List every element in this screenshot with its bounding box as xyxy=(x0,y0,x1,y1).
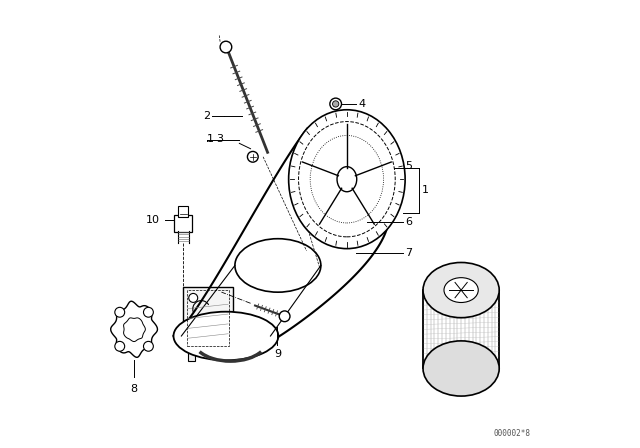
Ellipse shape xyxy=(423,341,499,396)
Circle shape xyxy=(220,41,232,53)
Polygon shape xyxy=(188,349,195,361)
Circle shape xyxy=(115,341,125,351)
Ellipse shape xyxy=(289,110,405,249)
Circle shape xyxy=(189,293,198,302)
Polygon shape xyxy=(124,318,145,341)
Polygon shape xyxy=(111,301,157,358)
Ellipse shape xyxy=(337,167,356,192)
Ellipse shape xyxy=(173,312,278,360)
Circle shape xyxy=(330,98,342,110)
Text: 5: 5 xyxy=(405,161,412,171)
Text: 2: 2 xyxy=(203,112,210,121)
Text: 4: 4 xyxy=(358,99,365,109)
Text: 6: 6 xyxy=(405,217,412,227)
Text: 1: 1 xyxy=(422,185,429,195)
Circle shape xyxy=(143,341,154,351)
Ellipse shape xyxy=(444,278,478,302)
FancyBboxPatch shape xyxy=(174,215,192,232)
Circle shape xyxy=(279,311,290,322)
Text: 000002*8: 000002*8 xyxy=(493,429,531,438)
Text: 10: 10 xyxy=(146,215,160,224)
Text: 1: 1 xyxy=(207,134,214,144)
FancyBboxPatch shape xyxy=(183,287,232,349)
Circle shape xyxy=(115,307,125,317)
Text: 7: 7 xyxy=(405,248,412,258)
Text: 8: 8 xyxy=(131,384,138,394)
Circle shape xyxy=(143,307,154,317)
Circle shape xyxy=(248,151,258,162)
Text: 3: 3 xyxy=(216,134,223,144)
Ellipse shape xyxy=(423,263,499,318)
FancyBboxPatch shape xyxy=(179,206,188,217)
Text: 9: 9 xyxy=(274,349,281,359)
Circle shape xyxy=(333,101,339,107)
